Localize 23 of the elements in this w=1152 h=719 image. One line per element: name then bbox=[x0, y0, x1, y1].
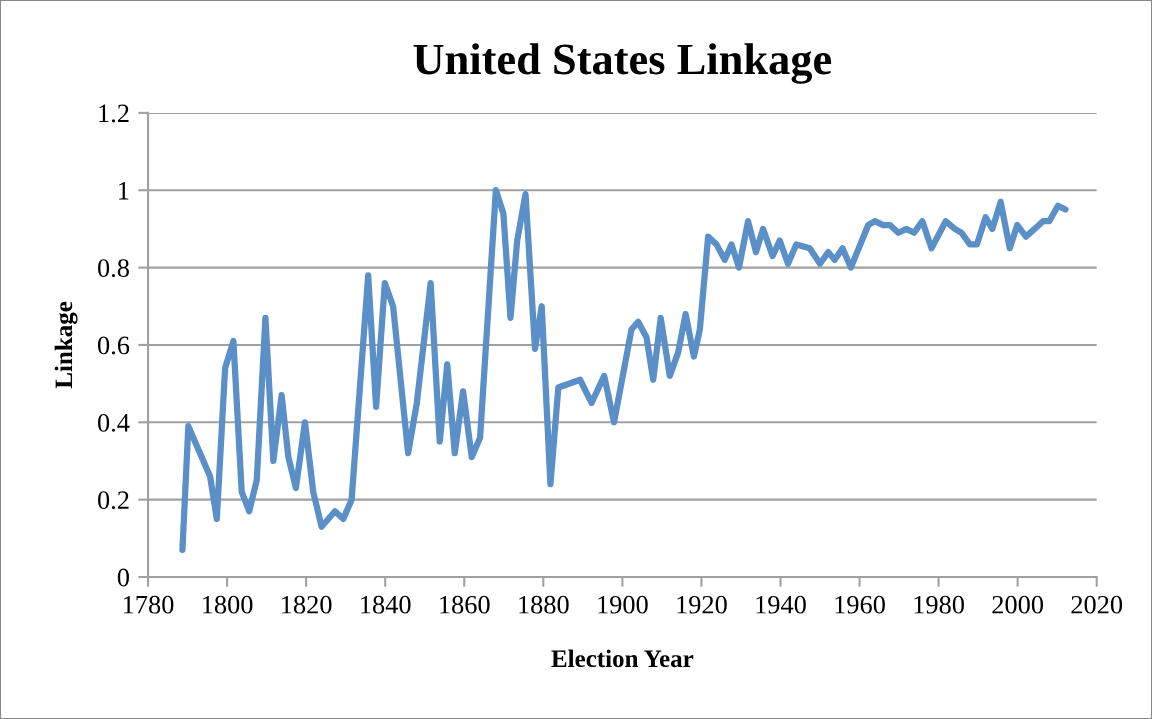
x-tick-label: 1960 bbox=[835, 595, 885, 614]
y-axis-title: Linkage bbox=[54, 301, 78, 389]
x-tick-label: 1860 bbox=[440, 595, 490, 614]
x-tick-label: 1980 bbox=[914, 595, 964, 614]
x-tick-label: 1940 bbox=[756, 595, 806, 614]
x-tick-label: 1820 bbox=[282, 595, 332, 614]
x-tick-label: 1900 bbox=[598, 595, 648, 614]
y-tick-label: 0 bbox=[117, 568, 129, 587]
x-tick-label: 2000 bbox=[992, 595, 1044, 614]
x-tick-label: 2020 bbox=[1071, 595, 1123, 614]
x-tick-label: 1780 bbox=[123, 595, 174, 614]
x-tick-label: 1920 bbox=[677, 595, 727, 614]
y-tick-label: 0.2 bbox=[98, 491, 129, 510]
y-tick-label: 0.6 bbox=[98, 336, 130, 355]
x-axis-title: Election Year bbox=[551, 649, 694, 668]
chart-title: United States Linkage bbox=[413, 43, 832, 84]
y-tick-label: 1.2 bbox=[99, 104, 129, 123]
y-tick-label: 0.4 bbox=[98, 413, 130, 432]
y-tick-label: 1 bbox=[119, 181, 129, 200]
x-tick-label: 1800 bbox=[203, 595, 253, 614]
x-tick-label: 1880 bbox=[519, 595, 569, 614]
y-tick-label: 0.8 bbox=[98, 259, 129, 278]
x-tick-label: 1840 bbox=[361, 595, 411, 614]
